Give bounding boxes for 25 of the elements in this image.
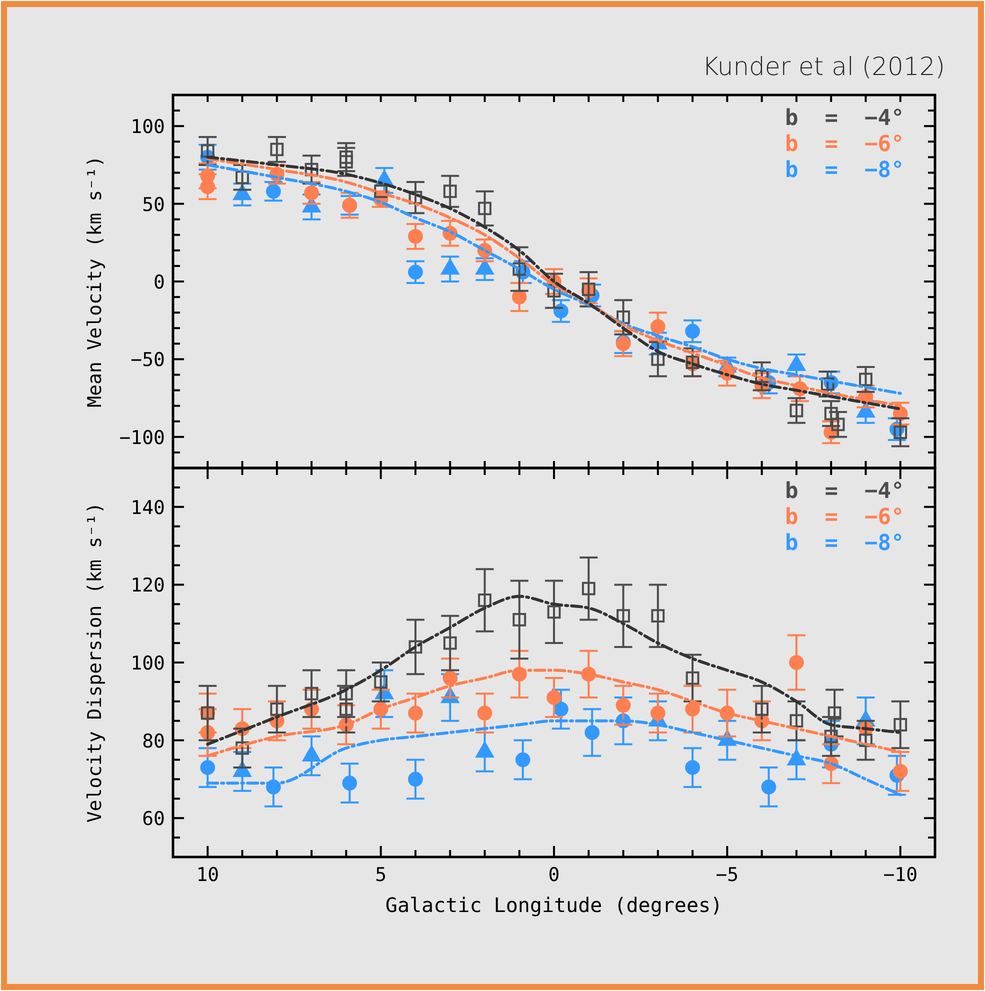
text: b = −8°	[785, 158, 904, 183]
x-tick-label: 0	[548, 864, 560, 886]
text: b = −4°	[785, 106, 904, 131]
x-axis-title: Galactic Longitude (degrees)	[385, 893, 723, 917]
y-tick-label: −100	[119, 426, 165, 449]
y-tick-label: −50	[130, 349, 165, 372]
y-axis-title: Mean Velocity (km s⁻¹)	[84, 156, 106, 408]
y-tick-label: 100	[130, 116, 165, 138]
y-tick-label: 120	[130, 574, 165, 597]
x-tick-label: 10	[196, 864, 220, 886]
y-tick-label: 0	[154, 272, 165, 294]
text: b = −4°	[785, 479, 904, 504]
y-tick-label: 140	[130, 496, 165, 519]
text: b = −8°	[785, 531, 904, 556]
y-tick-label: 60	[142, 808, 165, 830]
y-tick-label: 80	[142, 730, 165, 752]
x-tick-label: 5	[375, 864, 387, 886]
y-axis-title: Velocity Dispersion (km s⁻¹)	[84, 502, 106, 823]
text: b = −6°	[785, 505, 904, 530]
x-tick-label: −5	[716, 864, 739, 886]
text: b = −6°	[785, 132, 904, 157]
y-tick-label: 100	[130, 652, 165, 674]
text: Kunder et al (2012)	[702, 52, 945, 81]
y-tick-label: 50	[142, 194, 165, 216]
x-tick-label: −10	[883, 864, 918, 886]
